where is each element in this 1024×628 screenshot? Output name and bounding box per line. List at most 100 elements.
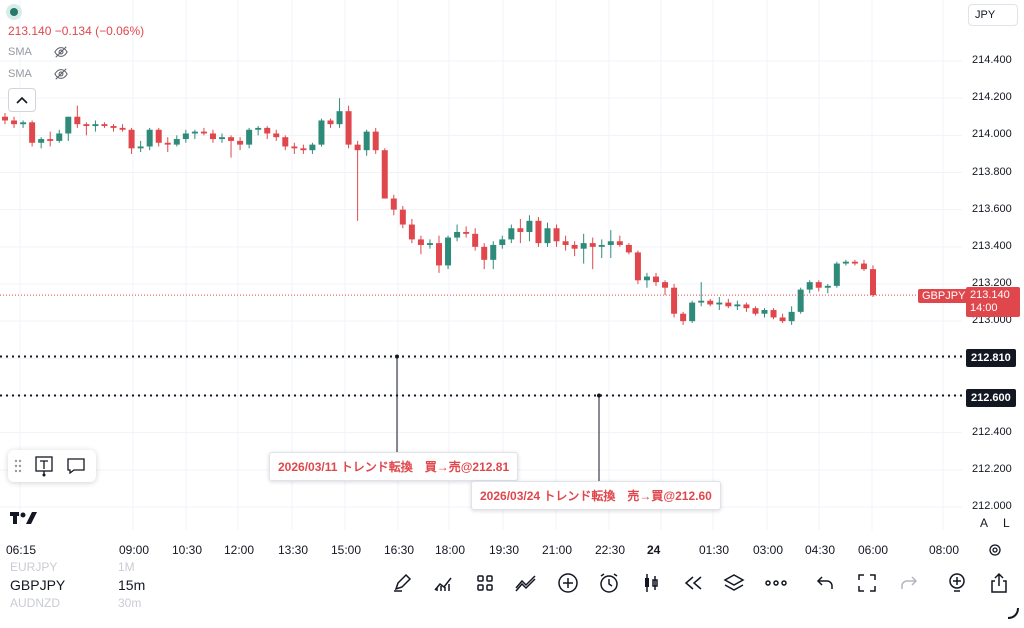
candle[interactable] (445, 235, 452, 270)
candle[interactable] (146, 127, 153, 151)
trend-note-2[interactable]: 2026/03/24 トレンド転換 売→買@212.60 (471, 481, 721, 510)
candle[interactable] (824, 284, 831, 294)
candle[interactable] (327, 118, 334, 128)
candle[interactable] (228, 135, 235, 158)
symbol-selector[interactable]: GBPJPY (10, 577, 66, 593)
candle[interactable] (463, 226, 470, 238)
candle[interactable] (137, 140, 144, 153)
candle[interactable] (101, 122, 108, 128)
candle[interactable] (291, 142, 298, 154)
candle[interactable] (399, 205, 406, 229)
candle[interactable] (363, 129, 370, 156)
candle[interactable] (273, 129, 280, 141)
candle[interactable] (671, 284, 678, 318)
candle[interactable] (408, 218, 415, 244)
candle[interactable] (164, 137, 171, 153)
candle[interactable] (2, 113, 8, 125)
candle[interactable] (607, 230, 614, 258)
next-symbol[interactable]: AUDNZD (10, 596, 60, 610)
candle[interactable] (264, 126, 271, 140)
add-icon[interactable] (557, 572, 579, 594)
candle[interactable] (381, 148, 388, 199)
interval-selector[interactable]: 15m (118, 577, 146, 593)
candle[interactable] (345, 105, 352, 149)
alert-icon[interactable] (598, 572, 620, 594)
candle[interactable] (526, 215, 533, 242)
candle[interactable] (815, 280, 822, 292)
candle[interactable] (743, 302, 750, 312)
indicators-icon[interactable] (432, 572, 454, 594)
candle[interactable] (788, 306, 795, 325)
axis-settings-icon[interactable] (988, 543, 1002, 562)
candle[interactable] (553, 224, 560, 247)
candle[interactable] (797, 287, 804, 314)
candle[interactable] (616, 235, 623, 247)
redo-icon[interactable] (898, 572, 920, 594)
candle[interactable] (336, 98, 343, 128)
candle[interactable] (38, 137, 45, 149)
candle[interactable] (128, 127, 135, 154)
text-note-icon[interactable] (34, 455, 54, 477)
templates-icon[interactable] (474, 572, 496, 594)
prev-interval[interactable]: 1M (118, 560, 135, 574)
log-scale-button[interactable]: L (1003, 516, 1010, 530)
candle[interactable] (662, 280, 669, 296)
candle[interactable] (833, 261, 840, 288)
candle[interactable] (191, 129, 198, 140)
candle[interactable] (11, 116, 18, 128)
fullscreen-icon[interactable] (856, 572, 878, 594)
candle[interactable] (436, 235, 442, 273)
candle[interactable] (47, 131, 54, 147)
candle[interactable] (300, 144, 307, 154)
candle[interactable] (119, 124, 126, 132)
candle[interactable] (634, 250, 641, 284)
resize-corner-icon[interactable] (1006, 606, 1020, 625)
candle[interactable] (173, 135, 180, 147)
candle[interactable] (155, 127, 162, 147)
drag-handle-icon[interactable] (14, 459, 22, 473)
candle[interactable] (29, 120, 36, 147)
share-icon[interactable] (988, 572, 1010, 594)
candle[interactable] (580, 233, 587, 264)
candle[interactable] (716, 297, 723, 311)
candle[interactable] (110, 124, 117, 132)
replay-icon[interactable] (682, 572, 704, 594)
prev-symbol[interactable]: EURJPY (10, 560, 58, 574)
candle-type-icon[interactable] (640, 572, 662, 594)
candle[interactable] (65, 116, 72, 141)
candle[interactable] (625, 243, 632, 255)
candle[interactable] (562, 235, 569, 251)
candle[interactable] (851, 259, 858, 266)
candle[interactable] (770, 308, 777, 320)
candle[interactable] (779, 313, 786, 324)
candle[interactable] (255, 126, 262, 136)
candle[interactable] (544, 222, 551, 247)
candle[interactable] (535, 217, 542, 247)
candle[interactable] (653, 272, 659, 286)
candle[interactable] (237, 137, 244, 151)
candle[interactable] (246, 127, 253, 149)
candle[interactable] (372, 127, 379, 154)
candle[interactable] (589, 237, 596, 270)
next-interval[interactable]: 30m (118, 596, 142, 610)
pen-icon[interactable] (391, 572, 413, 594)
candle[interactable] (689, 300, 696, 324)
candle[interactable] (182, 129, 189, 143)
candle[interactable] (390, 194, 397, 216)
candle[interactable] (282, 135, 289, 151)
candle[interactable] (725, 298, 732, 309)
candle[interactable] (707, 298, 714, 307)
collapse-legend-button[interactable] (8, 88, 36, 112)
trend-note-1[interactable]: 2026/03/11 トレンド転換 買→売@212.81 (269, 452, 519, 481)
more-icon[interactable] (765, 572, 787, 594)
indicator-sma-1[interactable]: SMA (8, 45, 68, 59)
compare-icon[interactable] (515, 572, 537, 594)
candle[interactable] (860, 259, 867, 271)
candle[interactable] (842, 259, 849, 266)
candle[interactable] (472, 228, 479, 251)
candle[interactable] (309, 142, 316, 154)
candle[interactable] (426, 239, 433, 249)
candle[interactable] (643, 272, 650, 288)
comment-icon[interactable] (66, 457, 86, 475)
layers-icon[interactable] (723, 572, 745, 594)
